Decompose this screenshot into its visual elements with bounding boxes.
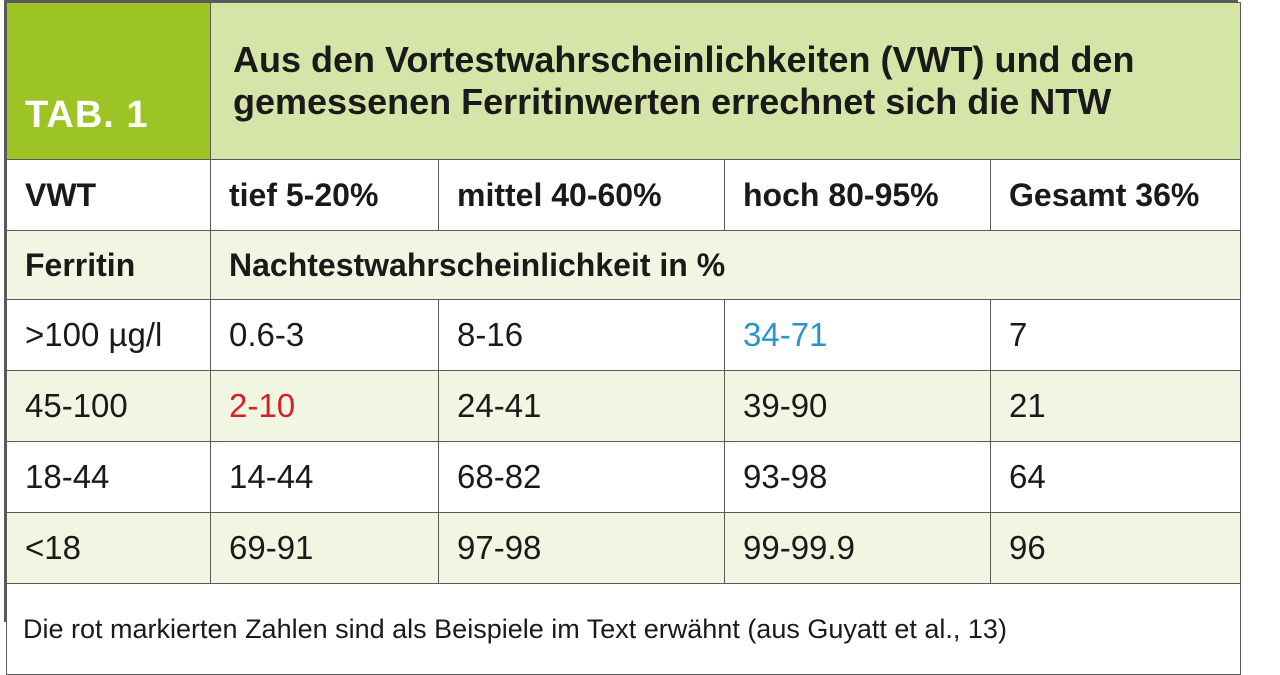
header-col-gesamt: Gesamt 36%	[989, 159, 1242, 231]
subheader-row: Ferritin Nachtestwahrscheinlichkeit in %	[6, 230, 1242, 300]
ferritin-table: TAB. 1 Aus den Vortestwahrscheinlichkeit…	[4, 0, 1242, 675]
table-cell: 96	[989, 512, 1242, 584]
table-cell: 97-98	[438, 512, 725, 584]
table-cell: 69-91	[210, 512, 439, 584]
table-cell-highlight-blue: 34-71	[724, 299, 991, 371]
title-row: TAB. 1 Aus den Vortestwahrscheinlichkeit…	[6, 2, 1242, 160]
table-cell: 7	[989, 299, 1242, 371]
table-cell: 64	[989, 441, 1242, 513]
row-label: >100 µg/l	[6, 299, 211, 371]
tab-label: TAB. 1	[6, 2, 211, 160]
subheader-caption: Nachtestwahrscheinlichkeit in %	[209, 230, 1242, 300]
footnote: Die rot markierten Zahlen sind als Beisp…	[5, 583, 1242, 675]
table-cell-highlight-red: 2-10	[210, 370, 439, 442]
table-row: <18 69-91 97-98 99-99.9 96	[6, 512, 1242, 584]
table-row: 18-44 14-44 68-82 93-98 64	[6, 441, 1242, 513]
table-row: >100 µg/l 0.6-3 8-16 34-71 7	[6, 299, 1242, 371]
table-cell: 21	[989, 370, 1242, 442]
table-cell: 8-16	[438, 299, 725, 371]
table-cell: 14-44	[210, 441, 439, 513]
row-label: 45-100	[6, 370, 211, 442]
header-label: VWT	[6, 159, 211, 231]
header-col-mittel: mittel 40-60%	[438, 159, 725, 231]
table-row: 45-100 2-10 24-41 39-90 21	[6, 370, 1242, 442]
footnote-row: Die rot markierten Zahlen sind als Beisp…	[5, 583, 1242, 675]
table-cell: 93-98	[724, 441, 991, 513]
table-cell: 99-99.9	[724, 512, 991, 584]
table-cell: 68-82	[438, 441, 725, 513]
table-cell: 39-90	[724, 370, 991, 442]
table-cell: 24-41	[438, 370, 725, 442]
row-label: <18	[6, 512, 211, 584]
subheader-label: Ferritin	[6, 230, 211, 300]
header-row: VWT tief 5-20% mittel 40-60% hoch 80-95%…	[6, 159, 1242, 231]
header-col-hoch: hoch 80-95%	[724, 159, 991, 231]
table-cell: 0.6-3	[210, 299, 439, 371]
row-label: 18-44	[6, 441, 211, 513]
table-grid: TAB. 1 Aus den Vortestwahrscheinlichkeit…	[5, 2, 1242, 675]
table-title: Aus den Vortestwahrscheinlichkeiten (VWT…	[209, 2, 1242, 160]
header-col-tief: tief 5-20%	[210, 159, 439, 231]
